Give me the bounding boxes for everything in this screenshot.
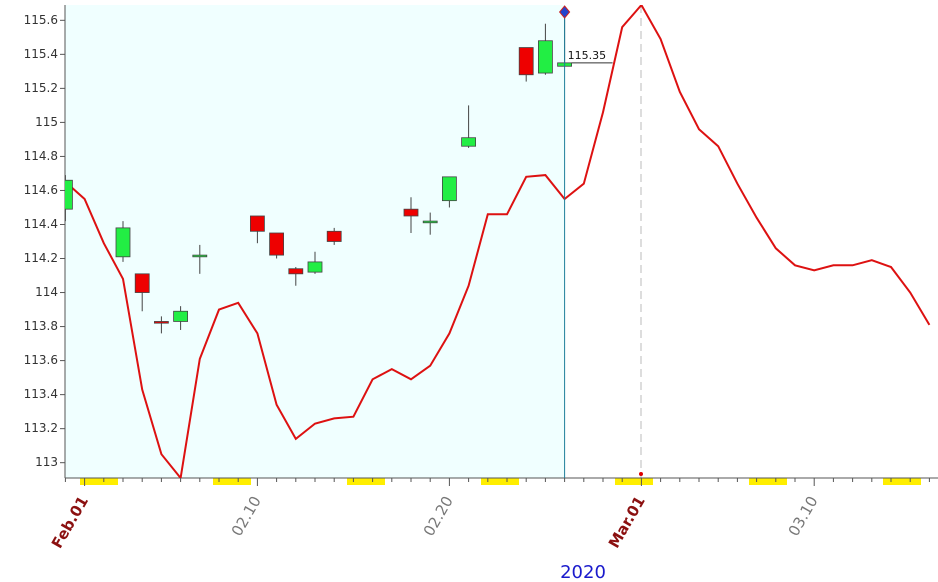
weekend-marker (213, 478, 251, 485)
forecast-line (65, 5, 931, 478)
y-tick-label: 114 (35, 285, 58, 299)
y-tick-label: 114.6 (24, 183, 58, 197)
candle-body (269, 232, 285, 256)
y-tick-label: 113 (35, 455, 58, 469)
weekend-marker (347, 478, 385, 485)
candle-body (307, 261, 323, 273)
candle-body (441, 176, 457, 202)
candle-body (192, 254, 208, 258)
y-tick-label: 115.2 (24, 81, 58, 95)
y-tick-label: 114.8 (24, 149, 58, 163)
y-tick-label: 113.8 (24, 319, 58, 333)
weekend-marker (481, 478, 519, 485)
weekend-marker (883, 478, 921, 485)
x-axis-title: 2020 (560, 562, 606, 582)
y-tick-label: 113.2 (24, 421, 58, 435)
y-tick-label: 113.6 (24, 353, 58, 367)
candle-body (518, 47, 534, 76)
weekend-marker (80, 478, 118, 485)
current-diamond (558, 5, 571, 19)
today-dot (639, 472, 643, 476)
candle-body (65, 179, 73, 210)
y-tick-label: 115.4 (24, 47, 58, 61)
weekend-marker (749, 478, 787, 485)
value-label: 115.35 (568, 49, 607, 62)
y-tick-label: 113.4 (24, 387, 58, 401)
weekend-markers (80, 478, 921, 485)
candle-body (249, 215, 265, 232)
y-tick-label: 114.2 (24, 251, 58, 265)
candle-body (115, 227, 131, 258)
candle-body (134, 273, 150, 293)
candle-body (538, 40, 553, 74)
candle-body (326, 230, 342, 242)
candle-body (461, 137, 477, 147)
history-shade (65, 5, 565, 478)
candle-body (173, 310, 189, 322)
plot (65, 5, 931, 478)
y-tick-label: 115.6 (24, 13, 58, 27)
candle-body (422, 220, 438, 224)
history-area (65, 5, 565, 478)
candle-body (403, 208, 419, 217)
y-tick-label: 114.4 (24, 217, 58, 231)
candle-body (288, 268, 304, 275)
y-tick-label: 115 (35, 115, 58, 129)
candle-body (153, 321, 169, 324)
weekend-marker (615, 478, 653, 485)
